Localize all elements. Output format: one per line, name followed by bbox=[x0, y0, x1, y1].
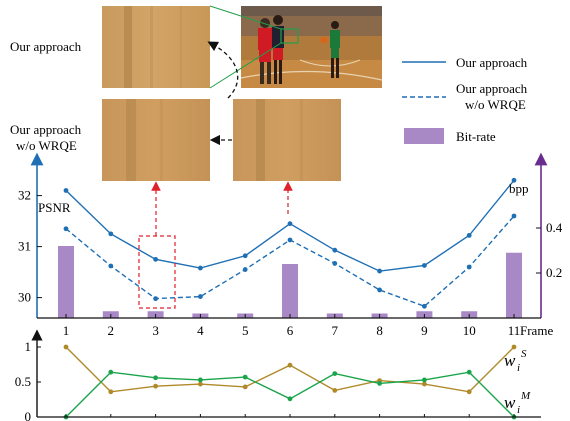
data-point bbox=[422, 303, 427, 309]
bpp-axis-label: bpp bbox=[509, 181, 529, 196]
weight-point bbox=[332, 371, 338, 376]
weight-point bbox=[108, 369, 114, 375]
data-point bbox=[198, 294, 203, 299]
bitrate-bar bbox=[506, 252, 522, 318]
weight-tick-label: 0.5 bbox=[15, 374, 31, 389]
label-w-m-sup: M bbox=[520, 390, 531, 402]
weight-point bbox=[108, 389, 114, 395]
weight-point bbox=[287, 396, 293, 402]
weight-point bbox=[332, 388, 338, 393]
data-point bbox=[332, 261, 338, 266]
frame-tick-label: 3 bbox=[152, 323, 159, 338]
frame-tick-label: 2 bbox=[108, 323, 115, 338]
label-w-m-base: w bbox=[504, 393, 516, 412]
frame-tick-label: 7 bbox=[332, 323, 339, 338]
weight-point bbox=[242, 384, 248, 390]
weight-point bbox=[287, 362, 293, 368]
weight-tick-label: 1 bbox=[25, 339, 32, 354]
frame-tick-label: 8 bbox=[376, 323, 383, 338]
data-point bbox=[377, 268, 382, 274]
weight-point bbox=[466, 389, 472, 395]
label-our-approach-wo-line1: Our approach bbox=[10, 122, 82, 137]
label-our-approach: Our approach bbox=[10, 39, 82, 54]
weight-point bbox=[422, 381, 427, 387]
patch-frame-6 bbox=[233, 99, 341, 181]
weight-point bbox=[377, 381, 382, 386]
weight-point bbox=[198, 381, 203, 387]
legend: Our approach Our approach w/o WRQE Bit-r… bbox=[402, 55, 528, 144]
label-w-m: w i M bbox=[504, 390, 531, 416]
label-w-s-sup: S bbox=[521, 348, 527, 360]
data-point bbox=[287, 237, 293, 243]
psnr-tick-label: 32 bbox=[18, 188, 31, 203]
label-w-m-sub: i bbox=[517, 404, 520, 416]
frame-tick-label: 6 bbox=[287, 323, 294, 338]
data-point bbox=[511, 177, 517, 183]
psnr-bitrate-chart: 30 31 32 0.2 0.4 1 2 3 4 5 6 7 8 9 10 11 bbox=[18, 152, 563, 338]
data-point bbox=[63, 226, 69, 232]
data-point bbox=[108, 263, 114, 269]
data-point bbox=[153, 296, 159, 302]
psnr-tick-label: 31 bbox=[18, 239, 31, 254]
weight-point bbox=[511, 344, 517, 350]
data-point bbox=[108, 231, 114, 237]
bitrate-bar bbox=[58, 246, 74, 318]
frame-tick-label: 5 bbox=[242, 323, 249, 338]
weight-point bbox=[466, 369, 472, 375]
data-point bbox=[466, 232, 472, 238]
data-point bbox=[332, 247, 338, 253]
basketball-thumbnail bbox=[240, 6, 383, 88]
patch-our-approach bbox=[102, 6, 210, 88]
bitrate-bar bbox=[282, 264, 298, 318]
patch-our-approach-wo-wrqe bbox=[102, 99, 210, 181]
frame-tick-label: 11 bbox=[508, 323, 521, 338]
data-point bbox=[63, 188, 69, 193]
psnr-tick-label: 30 bbox=[18, 290, 31, 305]
zoom-line-bottom bbox=[209, 42, 282, 89]
legend-bar-label: Bit-rate bbox=[456, 129, 496, 144]
weight-point bbox=[153, 375, 159, 381]
compare-arrow-up bbox=[207, 41, 239, 99]
weight-point bbox=[63, 344, 69, 350]
weight-point bbox=[198, 377, 203, 383]
frame-tick-label: 4 bbox=[197, 323, 204, 338]
frame-tick-label: 9 bbox=[421, 323, 428, 338]
weight-point bbox=[422, 377, 427, 383]
psnr-axis-label: PSNR bbox=[38, 200, 71, 215]
label-our-approach-wo-line2: w/o WRQE bbox=[16, 138, 77, 153]
legend-dashed-label-1: Our approach bbox=[456, 81, 528, 96]
weight-point bbox=[153, 383, 159, 389]
zoom-line-top bbox=[209, 5, 282, 30]
weights-chart: 00.51 bbox=[15, 329, 541, 421]
bpp-tick-label: 0.2 bbox=[546, 265, 562, 280]
data-point bbox=[511, 213, 517, 219]
data-point bbox=[198, 265, 203, 271]
weight-point bbox=[242, 374, 248, 380]
data-point bbox=[422, 263, 427, 268]
label-w-s-sub: i bbox=[517, 362, 520, 374]
series-line-w-m bbox=[65, 371, 515, 418]
data-point bbox=[466, 264, 472, 270]
data-point bbox=[242, 253, 248, 259]
bpp-tick-label: 0.4 bbox=[546, 220, 563, 235]
data-point bbox=[242, 267, 248, 272]
label-w-s-base: w bbox=[504, 351, 516, 370]
frame-tick-label: 1 bbox=[63, 323, 70, 338]
data-point bbox=[153, 256, 159, 262]
legend-dashed-label-2: w/o WRQE bbox=[465, 97, 526, 112]
highlight-box-frame-3 bbox=[138, 235, 176, 309]
weight-tick-label: 0 bbox=[25, 409, 32, 421]
label-w-s: w i S bbox=[504, 348, 527, 374]
data-point bbox=[287, 221, 293, 227]
legend-solid-label: Our approach bbox=[456, 55, 528, 70]
frame-tick-label: 10 bbox=[463, 323, 476, 338]
frame-axis-label: Frame bbox=[520, 323, 553, 338]
series-line-w-s bbox=[65, 346, 515, 393]
data-point bbox=[377, 287, 382, 293]
legend-bar-swatch bbox=[404, 128, 444, 144]
